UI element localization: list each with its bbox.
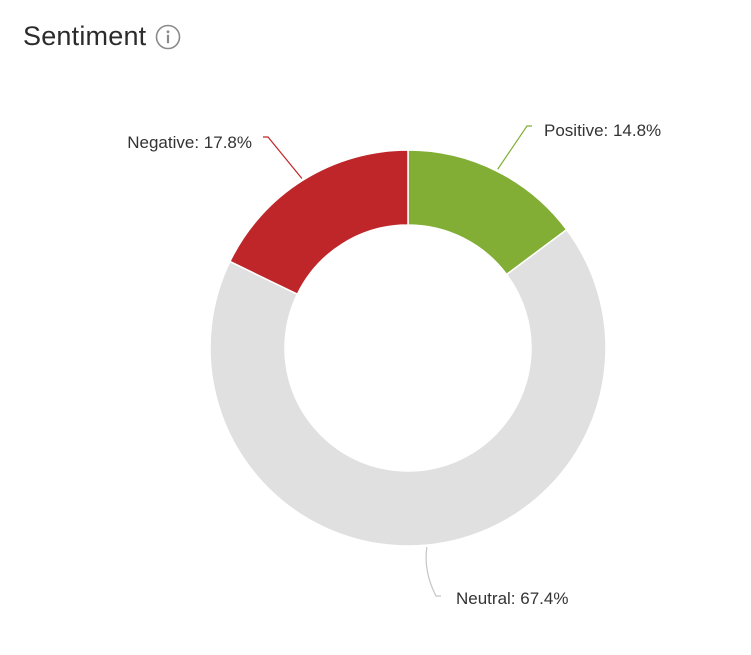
label-negative: Negative: 17.8%: [127, 133, 252, 152]
connector-positive: [497, 125, 532, 170]
chart-header: Sentiment: [23, 16, 181, 56]
connector-negative: [263, 136, 303, 179]
label-positive: Positive: 14.8%: [544, 121, 661, 140]
page-title: Sentiment: [23, 20, 147, 51]
connector-neutral: [425, 547, 441, 597]
info-icon[interactable]: [155, 24, 181, 50]
slice-negative[interactable]: [229, 149, 409, 295]
slice-neutral[interactable]: [209, 228, 607, 547]
label-neutral: Neutral: 67.4%: [456, 589, 568, 608]
